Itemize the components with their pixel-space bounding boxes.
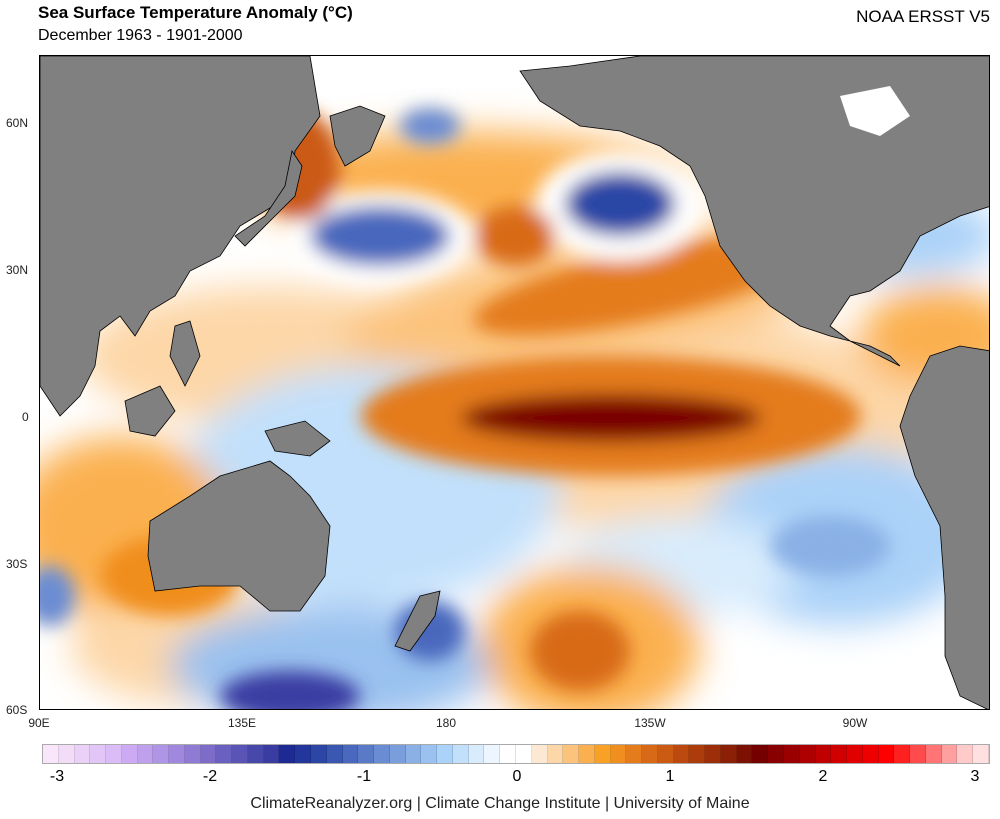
colorbar-swatch <box>626 745 643 763</box>
colorbar-swatch <box>657 745 674 763</box>
colorbar-swatch <box>689 745 706 763</box>
kamchatka <box>329 105 386 167</box>
colorbar-swatch <box>153 745 170 763</box>
colorbar-swatch <box>90 745 107 763</box>
lon-label-90e: 90E <box>28 716 50 730</box>
colorbar-swatch <box>831 745 848 763</box>
colorbar-swatch <box>925 745 942 763</box>
colorbar-swatch <box>862 745 879 763</box>
colorbar-tick: 1 <box>665 768 675 785</box>
figure-title: Sea Surface Temperature Anomaly (°C) <box>38 3 353 22</box>
colorbar-swatch <box>878 745 895 763</box>
map-canvas <box>40 56 989 709</box>
colorbar-swatch <box>910 745 926 763</box>
colorbar-swatch <box>342 745 359 763</box>
new-zealand <box>394 590 441 652</box>
colorbar-swatch <box>783 745 800 763</box>
colorbar-tick: -3 <box>49 768 65 785</box>
colorbar-swatch <box>43 745 59 763</box>
colorbar-swatch <box>752 745 769 763</box>
colorbar-tick: 0 <box>512 768 522 785</box>
colorbar-swatch <box>563 745 580 763</box>
colorbar-swatch <box>137 745 154 763</box>
anomaly-map <box>39 55 990 710</box>
colorbar-swatch <box>452 745 469 763</box>
colorbar-swatch <box>594 745 611 763</box>
colorbar-swatch <box>705 745 721 763</box>
lat-label-60s: 60S <box>6 703 28 717</box>
colorbar-swatch <box>389 745 406 763</box>
colorbar-tick: -2 <box>202 768 218 785</box>
lat-label-eq: 0 <box>22 410 29 424</box>
new-guinea <box>264 420 331 457</box>
asia-landmass <box>40 56 321 417</box>
australia <box>147 460 331 612</box>
colorbar-swatch <box>311 745 327 763</box>
colorbar-swatch <box>200 745 217 763</box>
greenland-gap <box>840 86 910 136</box>
colorbar-swatch <box>815 745 832 763</box>
lon-label-135w: 135W <box>634 716 666 730</box>
lat-label-60n: 60N <box>6 116 29 130</box>
north-america <box>519 56 989 367</box>
colorbar-swatch <box>421 745 438 763</box>
colorbar-swatch <box>547 745 564 763</box>
colorbar-swatch <box>216 745 233 763</box>
colorbar-swatch <box>74 745 91 763</box>
colorbar-swatch <box>121 745 138 763</box>
colorbar-swatch <box>736 745 753 763</box>
colorbar-swatch <box>673 745 690 763</box>
colorbar-swatch <box>500 745 516 763</box>
colorbar-swatch <box>247 745 264 763</box>
colorbar <box>42 744 990 764</box>
colorbar-swatch <box>405 745 422 763</box>
japan <box>234 149 303 247</box>
colorbar-tick: 3 <box>970 768 980 785</box>
colorbar-tick: 2 <box>818 768 828 785</box>
colorbar-swatch <box>579 745 595 763</box>
colorbar-tick: -1 <box>356 768 372 785</box>
lon-label-90w: 90W <box>842 716 868 730</box>
colorbar-swatch <box>279 745 296 763</box>
borneo <box>124 385 176 437</box>
colorbar-swatch <box>768 745 784 763</box>
land-masses <box>40 56 989 709</box>
colorbar-swatch <box>973 745 989 763</box>
colorbar-swatch <box>847 745 863 763</box>
colorbar-swatch <box>894 745 911 763</box>
colorbar-swatch <box>610 745 627 763</box>
colorbar-swatch <box>358 745 375 763</box>
colorbar-swatch <box>263 745 280 763</box>
lon-label-135e: 135E <box>227 716 257 730</box>
figure-subtitle: December 1963 - 1901-2000 <box>38 27 243 44</box>
colorbar-swatch <box>326 745 343 763</box>
south-america <box>899 345 989 709</box>
colorbar-swatch <box>484 745 501 763</box>
colorbar-swatch <box>799 745 816 763</box>
colorbar-swatch <box>468 745 485 763</box>
colorbar-swatch <box>184 745 201 763</box>
lat-label-30s: 30S <box>6 557 28 571</box>
colorbar-swatch <box>515 745 532 763</box>
colorbar-swatch <box>531 745 548 763</box>
colorbar-swatch <box>437 745 453 763</box>
colorbar-swatch <box>642 745 658 763</box>
colorbar-swatch <box>106 745 122 763</box>
dataset-label: NOAA ERSST V5 <box>856 7 990 26</box>
colorbar-swatch <box>58 745 75 763</box>
colorbar-swatch <box>295 745 312 763</box>
credits-footer: ClimateReanalyzer.org | Climate Change I… <box>250 795 750 812</box>
colorbar-swatch <box>941 745 958 763</box>
philippines <box>169 320 201 387</box>
lon-label-180: 180 <box>435 716 457 730</box>
lat-label-30n: 30N <box>6 263 29 277</box>
colorbar-swatch <box>720 745 737 763</box>
colorbar-swatch <box>232 745 248 763</box>
colorbar-swatch <box>374 745 390 763</box>
colorbar-swatch <box>169 745 185 763</box>
colorbar-swatch <box>957 745 974 763</box>
